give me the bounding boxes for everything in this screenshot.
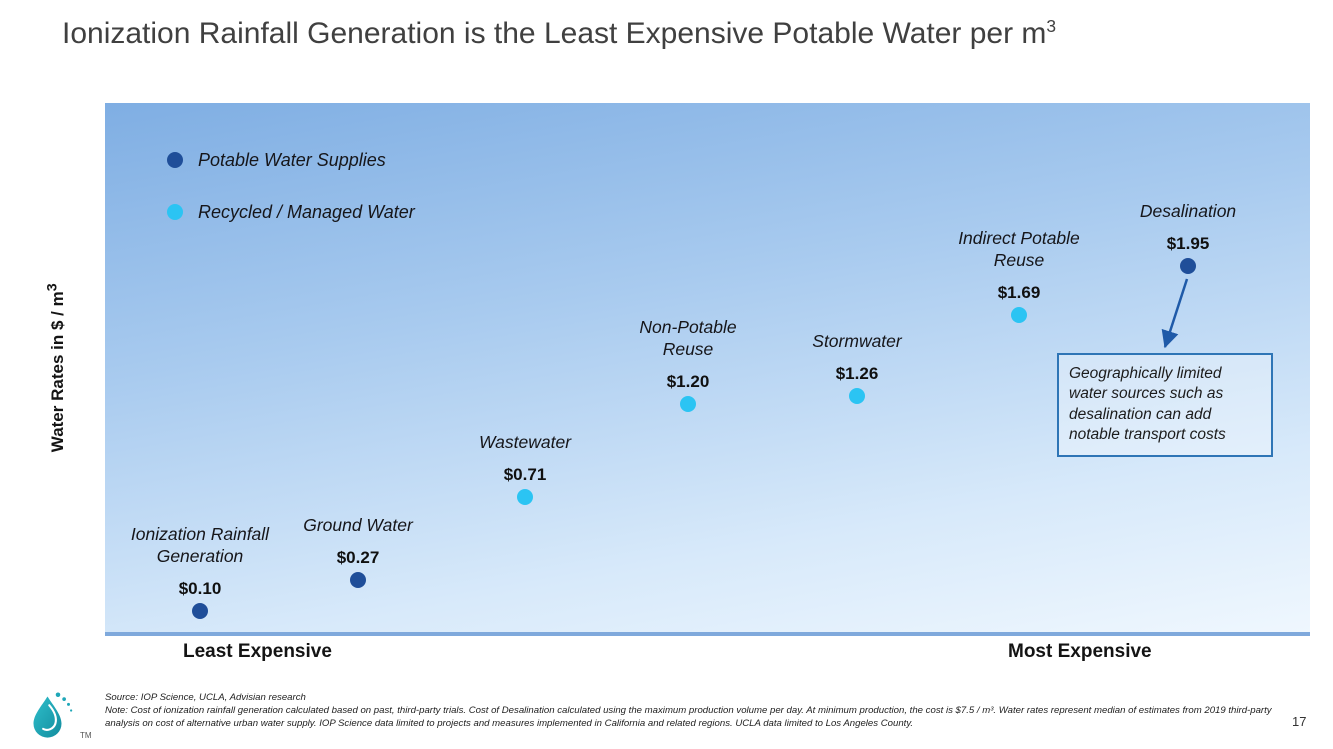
point-marker-icon — [1011, 307, 1027, 323]
point-label: Desalination — [1139, 201, 1237, 222]
chart-plot-area: Potable Water Supplies Recycled / Manage… — [105, 103, 1310, 636]
legend-item-recycled: Recycled / Managed Water — [167, 202, 415, 222]
legend-label-recycled: Recycled / Managed Water — [198, 201, 415, 222]
legend-item-potable: Potable Water Supplies — [167, 150, 415, 170]
point-value: $1.20 — [666, 372, 710, 391]
note-line: Note: Cost of ionization rainfall genera… — [105, 705, 1272, 730]
page-number: 17 — [1292, 714, 1307, 729]
x-axis-least-expensive-label: Least Expensive — [183, 641, 332, 662]
point-value: $1.95 — [1166, 234, 1210, 253]
trademark-label: TM — [80, 731, 92, 740]
water-drop-logo-icon — [33, 692, 73, 738]
recycled-marker-icon — [167, 204, 183, 220]
point-marker-icon — [192, 603, 208, 619]
point-marker-icon — [350, 572, 366, 588]
chart-legend: Potable Water Supplies Recycled / Manage… — [167, 150, 415, 254]
point-value: $0.10 — [178, 579, 222, 598]
point-label: Indirect Potable Reuse — [958, 228, 1080, 271]
point-label: Stormwater — [812, 331, 902, 352]
y-axis-label-text: Water Rates in $ / m — [47, 290, 67, 452]
point-marker-icon — [1180, 258, 1196, 274]
point-label: Ionization Rainfall Generation — [130, 524, 270, 567]
y-axis-superscript: 3 — [44, 283, 61, 291]
y-axis-label: Water Rates in $ / m3 — [34, 103, 78, 632]
footnotes: Source: IOP Science, UCLA, Advisian rese… — [105, 691, 1285, 731]
point-label: Ground Water — [303, 515, 413, 536]
desalination-callout: Geographically limited water sources suc… — [1057, 353, 1273, 457]
potable-marker-icon — [167, 152, 183, 168]
point-value: $1.69 — [997, 283, 1041, 302]
source-line: Source: IOP Science, UCLA, Advisian rese… — [105, 692, 306, 703]
point-label: Wastewater — [478, 432, 572, 453]
point-value: $1.26 — [835, 364, 879, 383]
point-value: $0.71 — [503, 465, 547, 484]
desalination-callout-text: Geographically limited water sources suc… — [1069, 365, 1226, 444]
page-title-superscript: 3 — [1046, 16, 1057, 36]
point-marker-icon — [680, 396, 696, 412]
page-title-text: Ionization Rainfall Generation is the Le… — [62, 17, 1047, 50]
legend-label-potable: Potable Water Supplies — [198, 149, 386, 170]
point-value: $0.27 — [336, 548, 380, 567]
page-title: Ionization Rainfall Generation is the Le… — [62, 16, 1056, 51]
point-label: Non-Potable Reuse — [639, 317, 737, 360]
y-axis-label-text-wrap: Water Rates in $ / m3 — [44, 283, 68, 452]
x-axis-most-expensive-label: Most Expensive — [1008, 641, 1152, 662]
point-marker-icon — [849, 388, 865, 404]
point-marker-icon — [517, 489, 533, 505]
